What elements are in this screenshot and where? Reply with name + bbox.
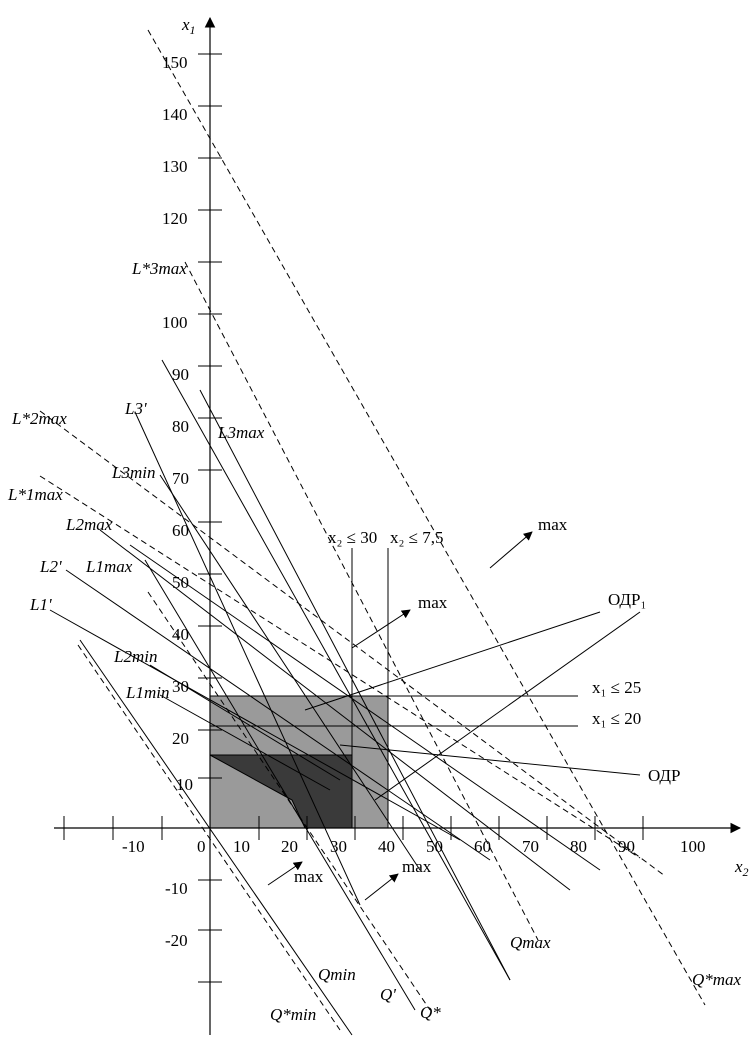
y-axis-label: x1	[181, 15, 196, 37]
q-star-max-line	[147, 29, 706, 1006]
l3max-line	[199, 389, 511, 981]
x-tick-label: 30	[330, 837, 347, 856]
x-tick-marks	[63, 816, 644, 840]
max-arrow-bottom-mid	[364, 873, 399, 901]
label-l3min: L3min	[111, 463, 155, 482]
y-tick-label: 30	[172, 677, 189, 696]
y-tick-label: 100	[162, 313, 188, 332]
y-tick-label: 20	[172, 729, 189, 748]
label-l3max-star: L*3max	[131, 259, 187, 278]
max-label: max	[294, 867, 324, 886]
odr1-pointer-2	[374, 611, 641, 801]
x-tick-label: -10	[122, 837, 145, 856]
y-tick-label: -10	[165, 879, 188, 898]
y-tick-label: 50	[172, 573, 189, 592]
y-tick-marks	[198, 53, 222, 983]
line-labels: L*3max L*2max L*1max L3' L3max L3min L2m…	[7, 259, 742, 1024]
l2max-line	[99, 529, 571, 891]
label-l3-prime: L3'	[124, 399, 147, 418]
l1max-star-line	[39, 475, 641, 859]
x-tick-label: 10	[233, 837, 250, 856]
x-tick-label: 100	[680, 837, 706, 856]
label-qmax: Qmax	[510, 933, 551, 952]
label-q-star-max: Q*max	[692, 970, 742, 989]
y-tick-label: 150	[162, 53, 188, 72]
q-star-line	[147, 591, 431, 1011]
l3max-star-line	[184, 261, 539, 941]
x-tick-label: 0	[197, 837, 206, 856]
y-tick-label: 70	[172, 469, 189, 488]
y-tick-label: 40	[172, 625, 189, 644]
y-tick-label: 130	[162, 157, 188, 176]
label-x1-le-25: x₁ ≤ 25	[592, 678, 641, 697]
label-x1-le-20: x₁ ≤ 20	[592, 709, 641, 728]
y-tick-label: 140	[162, 105, 188, 124]
label-l2max: L2max	[65, 515, 113, 534]
label-l1max: L1max	[85, 557, 133, 576]
y-tick-label: -20	[165, 931, 188, 950]
qmin-line	[79, 639, 353, 1036]
l3min-line	[159, 474, 421, 871]
odr1-pointer-1	[304, 611, 601, 711]
x-tick-label: 20	[281, 837, 298, 856]
label-l2max-star: L*2max	[11, 409, 67, 428]
y-tick-labels: 150 140 130 120 100 90 80 70 60 50 40 30…	[162, 53, 193, 950]
l3-prime-line	[134, 411, 361, 906]
x-tick-label: 60	[474, 837, 491, 856]
label-l2min: L2min	[113, 647, 157, 666]
label-l1max-star: L*1max	[7, 485, 63, 504]
x-tick-labels: -10 0 10 20 30 40 50 60 70 80 90 100	[122, 837, 706, 856]
max-label: max	[538, 515, 568, 534]
y-tick-label: 60	[172, 521, 189, 540]
y-tick-label: 120	[162, 209, 188, 228]
x-tick-label: 40	[378, 837, 395, 856]
l2-prime-line	[65, 569, 491, 861]
y-tick-label: 90	[172, 365, 189, 384]
x-tick-label: 90	[618, 837, 635, 856]
x-axis-label: x2	[734, 857, 749, 879]
qmax-line	[161, 359, 511, 981]
q-prime-line	[144, 559, 416, 1011]
label-q-star: Q*	[420, 1003, 441, 1022]
max-arrow-top	[489, 531, 533, 569]
label-odr: ОДР	[648, 766, 680, 785]
label-l3max: L3max	[217, 423, 265, 442]
l1min-line	[159, 694, 331, 791]
l2min-line	[149, 664, 341, 781]
odr-pointer	[339, 744, 641, 776]
label-x2-le-30: x₂ ≤ 30	[328, 528, 377, 547]
max-label: max	[418, 593, 448, 612]
label-q-prime: Q'	[380, 985, 396, 1004]
y-tick-label: 80	[172, 417, 189, 436]
y-tick-label: 10	[176, 775, 193, 794]
max-arrow-bottom-left	[267, 861, 303, 886]
x-tick-label: 70	[522, 837, 539, 856]
label-l2-prime: L2'	[39, 557, 62, 576]
label-l1min: L1min	[125, 683, 169, 702]
x-tick-label: 80	[570, 837, 587, 856]
max-label: max	[402, 857, 432, 876]
q-star-min-line	[77, 644, 341, 1031]
l1-prime-line	[49, 609, 461, 841]
l1max-line	[129, 544, 601, 871]
max-arrow-mid	[351, 609, 411, 649]
label-odr1: ОДР₁	[608, 590, 646, 609]
label-qmin: Qmin	[318, 965, 356, 984]
label-q-star-min: Q*min	[270, 1005, 316, 1024]
label-x2-le-7-5: x₂ ≤ 7,5	[390, 528, 444, 547]
label-l1-prime: L1'	[29, 595, 52, 614]
x-tick-label: 50	[426, 837, 443, 856]
